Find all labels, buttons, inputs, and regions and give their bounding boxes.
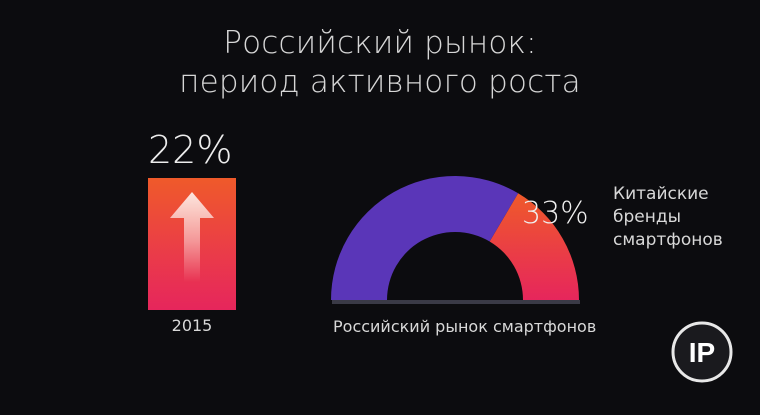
slice-label-line-2: бренды bbox=[613, 207, 682, 227]
growth-bar bbox=[148, 178, 236, 310]
growth-data-label: 22% bbox=[148, 128, 233, 172]
slice-label-line-3: смартфонов bbox=[613, 230, 723, 250]
growth-category-label: 2015 bbox=[171, 316, 213, 335]
up-arrow-icon bbox=[170, 192, 214, 282]
ip-logo: IP bbox=[671, 321, 733, 383]
slice-chinese-brands bbox=[489, 193, 579, 300]
gauge-baseline bbox=[332, 300, 580, 304]
chart-title-line-2: период активного роста bbox=[179, 64, 581, 100]
chart-title: Российский рынок: период активного роста bbox=[0, 24, 760, 102]
market-half-donut bbox=[331, 176, 580, 304]
slice-label-line-1: Китайские bbox=[613, 184, 709, 204]
slice-other-brands bbox=[331, 176, 519, 300]
slice-data-label: 33% bbox=[522, 196, 589, 231]
slice-label: Китайские бренды смартфонов bbox=[613, 183, 723, 252]
gauge-caption: Российский рынок смартфонов bbox=[333, 317, 597, 336]
logo-text: IP bbox=[689, 337, 715, 368]
chart-title-line-1: Российский рынок: bbox=[223, 25, 537, 61]
